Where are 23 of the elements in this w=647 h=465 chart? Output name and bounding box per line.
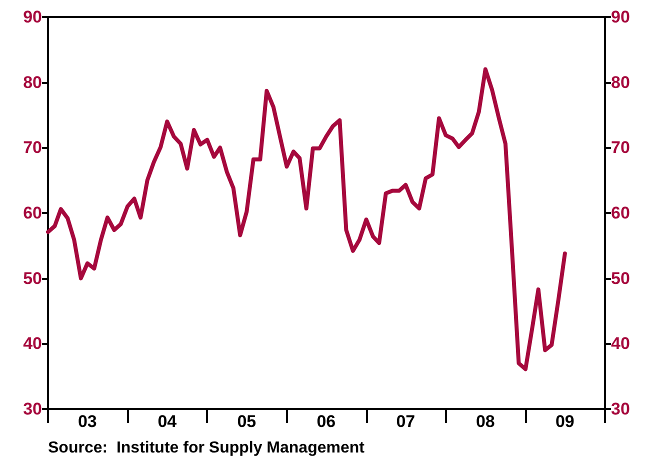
y2-tick-label: 90 xyxy=(611,8,630,26)
y2-tick-label: 40 xyxy=(611,334,630,354)
x-tick-label: 05 xyxy=(237,412,256,431)
y-tick-label: 30 xyxy=(23,400,42,418)
x-tick-label: 06 xyxy=(316,412,336,431)
y-tick-label: 70 xyxy=(23,138,42,158)
y-tick-label: 50 xyxy=(23,268,42,288)
x-tick-label: 04 xyxy=(158,412,178,431)
y-tick-label: 90 xyxy=(23,8,42,26)
y-tick-label: 40 xyxy=(23,334,42,354)
source-note: Source: Institute for Supply Management xyxy=(48,440,366,456)
y2-tick-label: 60 xyxy=(611,204,630,222)
y-tick-label: 60 xyxy=(23,204,42,222)
y-tick-label: 80 xyxy=(23,72,42,92)
x-tick-label: 03 xyxy=(78,412,97,431)
y2-tick-label: 30 xyxy=(611,400,630,418)
y2-tick-label: 70 xyxy=(611,138,630,158)
x-tick-label: 07 xyxy=(396,412,416,431)
x-tick-label: 08 xyxy=(476,412,495,431)
line-series xyxy=(46,67,567,372)
y2-tick-label: 50 xyxy=(611,268,630,288)
y2-tick-label: 80 xyxy=(611,72,630,92)
x-tick-label: 09 xyxy=(555,412,574,431)
